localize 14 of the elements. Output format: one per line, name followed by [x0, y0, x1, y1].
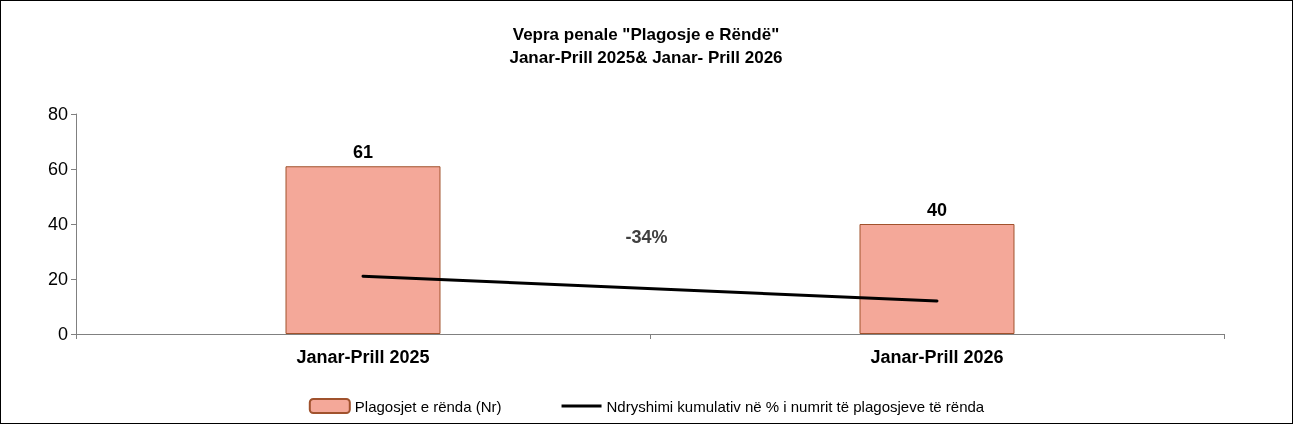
annotation: -34% [625, 227, 668, 247]
y-tick-label: 20 [47, 269, 68, 289]
x-tick-label: Janar-Prill 2025 [296, 347, 430, 367]
y-tick-label: 80 [47, 104, 68, 124]
y-tick-label: 0 [57, 324, 68, 344]
chart-title: Vepra penale "Plagosje e Rëndë" [512, 25, 780, 44]
data-label: 40 [926, 200, 948, 220]
legend-label: Plagosjet e rënda (Nr) [354, 397, 502, 415]
y-tick-label: 40 [47, 214, 68, 234]
data-label: 61 [352, 142, 374, 163]
chart-subtitle: Janar-Prill 2025& Janar- Prill 2026 [509, 48, 783, 67]
y-tick-label: 60 [47, 159, 68, 179]
legend-label: Ndryshimi kumulativ në % i numrit të plagosjeve të rënda [606, 397, 985, 415]
x-tick-label: Janar-Prill 2026 [870, 347, 1004, 367]
